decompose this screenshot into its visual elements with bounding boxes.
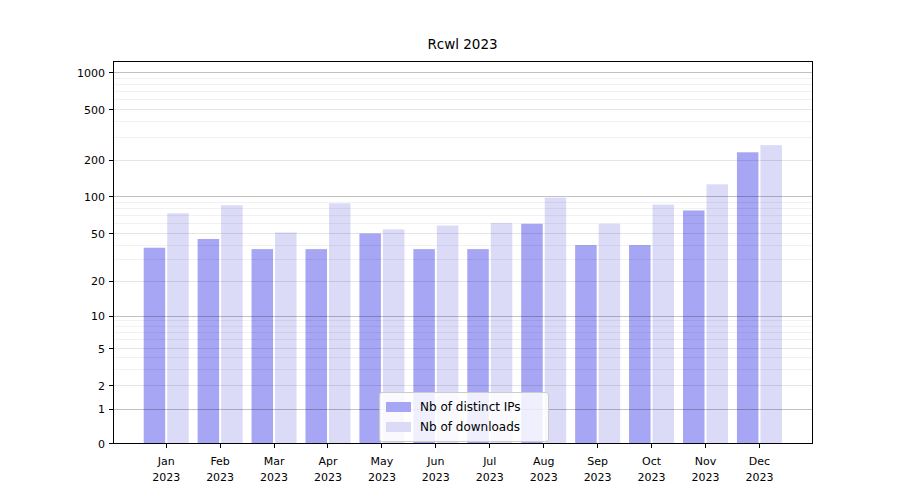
bar-mar-distinct-ips [252, 249, 274, 443]
legend-item-downloads: Nb of downloads [386, 417, 542, 437]
y-tick-label-2: 2 [98, 380, 105, 393]
legend-swatch-downloads [386, 422, 411, 432]
x-tick-month-feb: Feb [210, 455, 229, 468]
y-tick-label-1: 1 [98, 403, 105, 416]
bar-apr-downloads [329, 203, 351, 443]
x-tick-year-jan: 2023 [152, 471, 180, 484]
y-tick-label-200: 200 [84, 154, 105, 167]
legend-item-distinct-ips: Nb of distinct IPs [386, 397, 542, 417]
y-tick-label-500: 500 [84, 104, 105, 117]
figure: Rcwl 2023 01251020501002005001000Jan2023… [0, 0, 900, 500]
legend: Nb of distinct IPs Nb of downloads [379, 392, 549, 442]
x-tick-year-aug: 2023 [530, 471, 558, 484]
bar-dec-downloads [760, 145, 782, 443]
bar-sep-distinct-ips [575, 245, 597, 443]
y-tick-label-50: 50 [91, 228, 105, 241]
bar-mar-downloads [275, 232, 297, 443]
bar-may-distinct-ips [359, 234, 381, 444]
x-tick-year-may: 2023 [368, 471, 396, 484]
x-tick-year-jul: 2023 [476, 471, 504, 484]
bar-dec-distinct-ips [737, 152, 759, 443]
x-tick-month-apr: Apr [318, 455, 338, 468]
x-tick-month-may: May [371, 455, 394, 468]
x-tick-year-dec: 2023 [745, 471, 773, 484]
bar-apr-distinct-ips [305, 249, 327, 443]
x-tick-year-sep: 2023 [584, 471, 612, 484]
bar-oct-downloads [653, 205, 675, 444]
x-tick-month-nov: Nov [695, 455, 717, 468]
legend-label-downloads: Nb of downloads [420, 420, 520, 434]
x-tick-year-jun: 2023 [422, 471, 450, 484]
legend-swatch-distinct-ips [386, 402, 411, 412]
x-tick-month-mar: Mar [264, 455, 285, 468]
x-tick-month-jul: Jul [482, 455, 496, 468]
x-tick-year-apr: 2023 [314, 471, 342, 484]
y-tick-label-5: 5 [98, 343, 105, 356]
x-tick-year-nov: 2023 [692, 471, 720, 484]
x-tick-month-jun: Jun [426, 455, 444, 468]
bar-feb-distinct-ips [198, 239, 220, 444]
y-tick-label-0: 0 [98, 438, 105, 451]
y-tick-label-100: 100 [84, 191, 105, 204]
bar-oct-distinct-ips [629, 245, 651, 443]
x-tick-year-mar: 2023 [260, 471, 288, 484]
bar-sep-downloads [599, 224, 621, 444]
y-tick-label-10: 10 [91, 310, 105, 323]
x-tick-year-feb: 2023 [206, 471, 234, 484]
x-tick-month-oct: Oct [642, 455, 662, 468]
x-tick-year-oct: 2023 [638, 471, 666, 484]
x-tick-month-jan: Jan [157, 455, 175, 468]
y-tick-label-20: 20 [91, 275, 105, 288]
x-tick-month-sep: Sep [587, 455, 608, 468]
bar-jan-distinct-ips [144, 248, 166, 444]
x-tick-month-dec: Dec [749, 455, 770, 468]
legend-label-distinct-ips: Nb of distinct IPs [420, 400, 521, 414]
y-tick-label-1000: 1000 [77, 67, 105, 80]
bar-nov-downloads [707, 184, 729, 443]
x-tick-month-aug: Aug [533, 455, 554, 468]
bar-feb-downloads [221, 205, 243, 443]
